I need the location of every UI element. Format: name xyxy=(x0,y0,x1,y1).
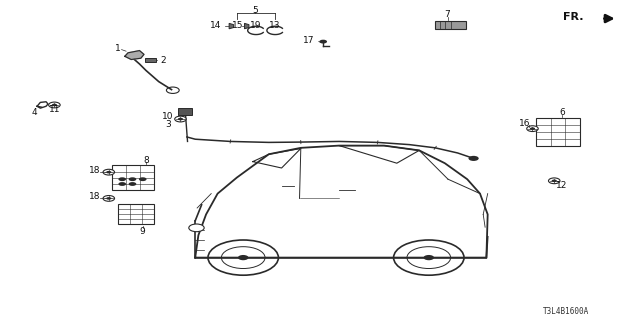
Text: 5: 5 xyxy=(252,6,257,15)
Text: 12: 12 xyxy=(556,181,568,190)
Text: 7: 7 xyxy=(444,10,449,19)
Circle shape xyxy=(527,126,538,132)
Text: FR.: FR. xyxy=(563,12,584,22)
Text: 8: 8 xyxy=(143,156,148,164)
Text: 13: 13 xyxy=(269,21,281,30)
Circle shape xyxy=(178,118,183,120)
Text: 19: 19 xyxy=(250,21,262,30)
Text: 11: 11 xyxy=(49,105,60,114)
Text: 3: 3 xyxy=(165,120,170,129)
Circle shape xyxy=(129,177,136,181)
Circle shape xyxy=(548,178,560,184)
Bar xyxy=(435,21,466,29)
Bar xyxy=(536,118,580,146)
Circle shape xyxy=(139,177,147,181)
Text: 15: 15 xyxy=(232,21,244,30)
Text: 18: 18 xyxy=(89,192,100,201)
Bar xyxy=(178,108,192,115)
Circle shape xyxy=(49,102,60,108)
Bar xyxy=(145,58,156,62)
Circle shape xyxy=(103,196,115,201)
Text: 18: 18 xyxy=(89,166,100,175)
Text: 9: 9 xyxy=(140,227,145,236)
Circle shape xyxy=(468,156,479,161)
Circle shape xyxy=(319,40,327,44)
Text: 6: 6 xyxy=(559,108,564,117)
Polygon shape xyxy=(244,23,249,29)
Circle shape xyxy=(52,104,57,106)
Circle shape xyxy=(129,182,136,186)
Circle shape xyxy=(552,180,557,182)
Text: 14: 14 xyxy=(210,21,221,30)
Bar xyxy=(118,204,154,224)
Circle shape xyxy=(118,177,126,181)
Circle shape xyxy=(530,127,535,130)
Circle shape xyxy=(424,255,434,260)
Text: 2: 2 xyxy=(161,56,166,65)
Polygon shape xyxy=(229,23,234,29)
Text: 4: 4 xyxy=(31,108,36,116)
Circle shape xyxy=(166,87,179,93)
Circle shape xyxy=(103,169,115,175)
Text: 1: 1 xyxy=(115,44,120,53)
Text: 16: 16 xyxy=(519,119,531,128)
Circle shape xyxy=(189,224,204,232)
Text: T3L4B1600A: T3L4B1600A xyxy=(543,308,589,316)
Text: 17: 17 xyxy=(303,36,315,45)
Text: 10: 10 xyxy=(162,112,173,121)
Polygon shape xyxy=(125,51,144,60)
Circle shape xyxy=(106,197,111,200)
Circle shape xyxy=(118,182,126,186)
Circle shape xyxy=(106,171,111,173)
Circle shape xyxy=(175,116,186,122)
Circle shape xyxy=(238,255,248,260)
Bar xyxy=(112,165,154,190)
